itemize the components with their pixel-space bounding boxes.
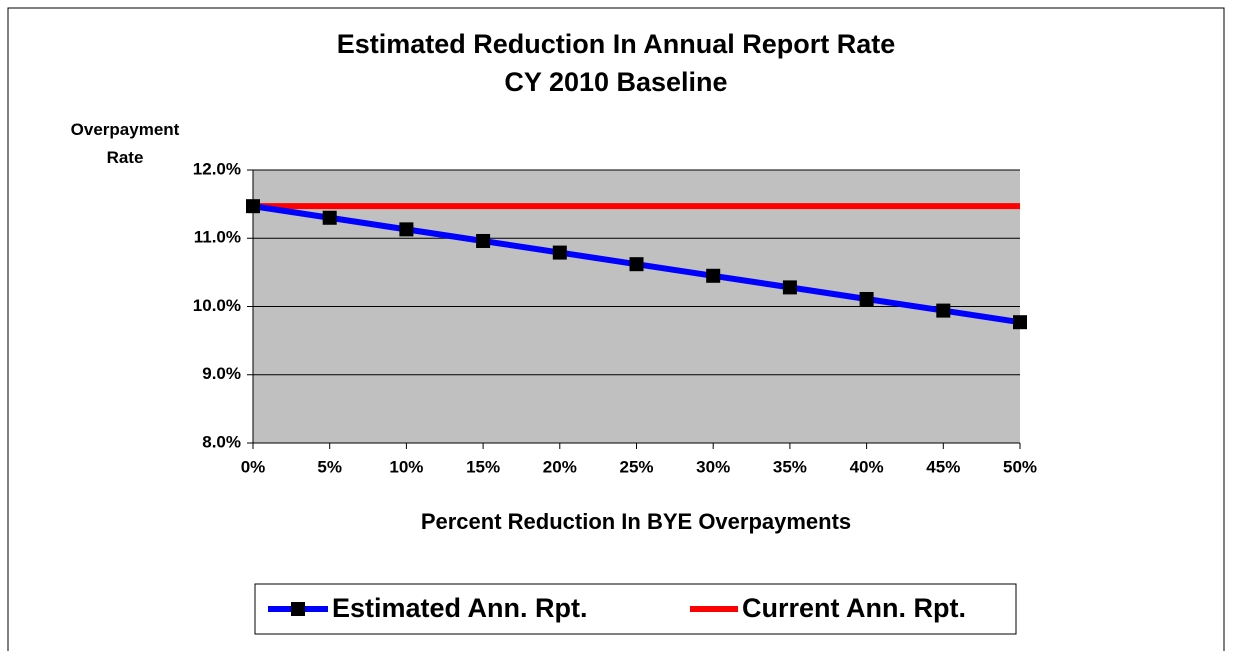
- legend-marker: [291, 602, 305, 616]
- y-axis-title: Overpayment Rate: [70, 120, 180, 167]
- x-tick-label: 45%: [926, 457, 960, 476]
- marker: [322, 210, 337, 225]
- x-axis-title: Percent Reduction In BYE Overpayments: [421, 509, 851, 534]
- marker: [476, 233, 491, 248]
- marker: [936, 303, 951, 318]
- legend-label: Estimated Ann. Rpt.: [332, 593, 588, 623]
- x-tick-label: 50%: [1003, 457, 1037, 476]
- x-tick-label: 15%: [466, 457, 500, 476]
- marker: [1013, 315, 1027, 330]
- marker: [246, 199, 260, 214]
- marker: [782, 280, 797, 295]
- legend-label: Current Ann. Rpt.: [742, 593, 966, 623]
- x-tick-label: 5%: [317, 457, 342, 476]
- y-tick-label: 8.0%: [202, 432, 241, 451]
- marker: [859, 291, 874, 306]
- marker: [706, 268, 721, 283]
- y-tick-label: 10.0%: [193, 296, 241, 315]
- chart-border: [7, 7, 1225, 651]
- y-tick-label: 11.0%: [194, 228, 241, 247]
- x-tick-label: 20%: [543, 457, 577, 476]
- x-tick-label: 10%: [389, 457, 423, 476]
- chart-title: Estimated Reduction In Annual Report Rat…: [337, 29, 896, 59]
- marker: [399, 222, 414, 237]
- chart-subtitle: CY 2010 Baseline: [504, 67, 727, 97]
- legend-box: [254, 583, 1017, 635]
- marker: [629, 257, 644, 272]
- y-tick-label: 9.0%: [202, 364, 241, 383]
- x-tick-label: 35%: [773, 457, 807, 476]
- x-tick-label: 25%: [619, 457, 653, 476]
- y-tick-label: 12.0%: [193, 159, 241, 178]
- x-tick-label: 40%: [850, 457, 884, 476]
- x-tick-label: 0%: [241, 457, 266, 476]
- marker: [552, 245, 567, 260]
- x-tick-label: 30%: [696, 457, 730, 476]
